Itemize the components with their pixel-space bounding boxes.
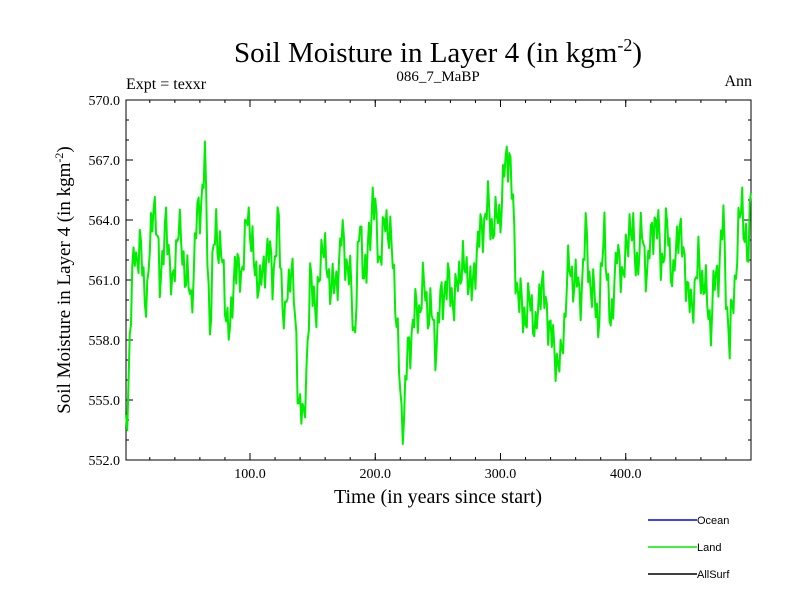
season-label: Ann <box>724 73 752 90</box>
legend-label-allsurf: AllSurf <box>697 569 730 581</box>
x-axis-ticks: 100.0 200.0 300.0 400.0 <box>149 100 727 482</box>
y-tick-label: 552.0 <box>89 454 121 469</box>
x-axis-label: Time (in years since start) <box>334 486 542 508</box>
x-tick-label: 300.0 <box>485 467 517 482</box>
series-line-land <box>125 140 752 445</box>
x-tick-label: 400.0 <box>610 467 642 482</box>
legend-label-land: Land <box>697 542 721 554</box>
y-tick-label: 561.0 <box>89 274 121 289</box>
x-tick-label: 200.0 <box>359 467 391 482</box>
legend-label-ocean: Ocean <box>697 515 729 527</box>
y-tick-label: 570.0 <box>89 94 121 109</box>
y-axis-ticks: 552.0 555.0 558.0 561.0 564.0 567.0 570.0 <box>89 94 751 469</box>
series-group <box>125 140 752 445</box>
y-tick-label: 555.0 <box>89 394 121 409</box>
y-tick-label: 564.0 <box>89 214 121 229</box>
legend: Ocean Land AllSurf <box>648 515 730 581</box>
period-label: 086_7_MaBP <box>396 69 479 85</box>
y-tick-label: 567.0 <box>89 154 121 169</box>
plot-frame <box>125 99 752 461</box>
experiment-label: Expt = texxr <box>126 76 207 93</box>
y-tick-label: 558.0 <box>89 334 121 349</box>
y-axis-label: Soil Moisture in Layer 4 (in kgm-2) <box>52 146 75 414</box>
x-tick-label: 100.0 <box>234 467 266 482</box>
chart-title: Soil Moisture in Layer 4 (in kgm-2) <box>234 35 642 69</box>
